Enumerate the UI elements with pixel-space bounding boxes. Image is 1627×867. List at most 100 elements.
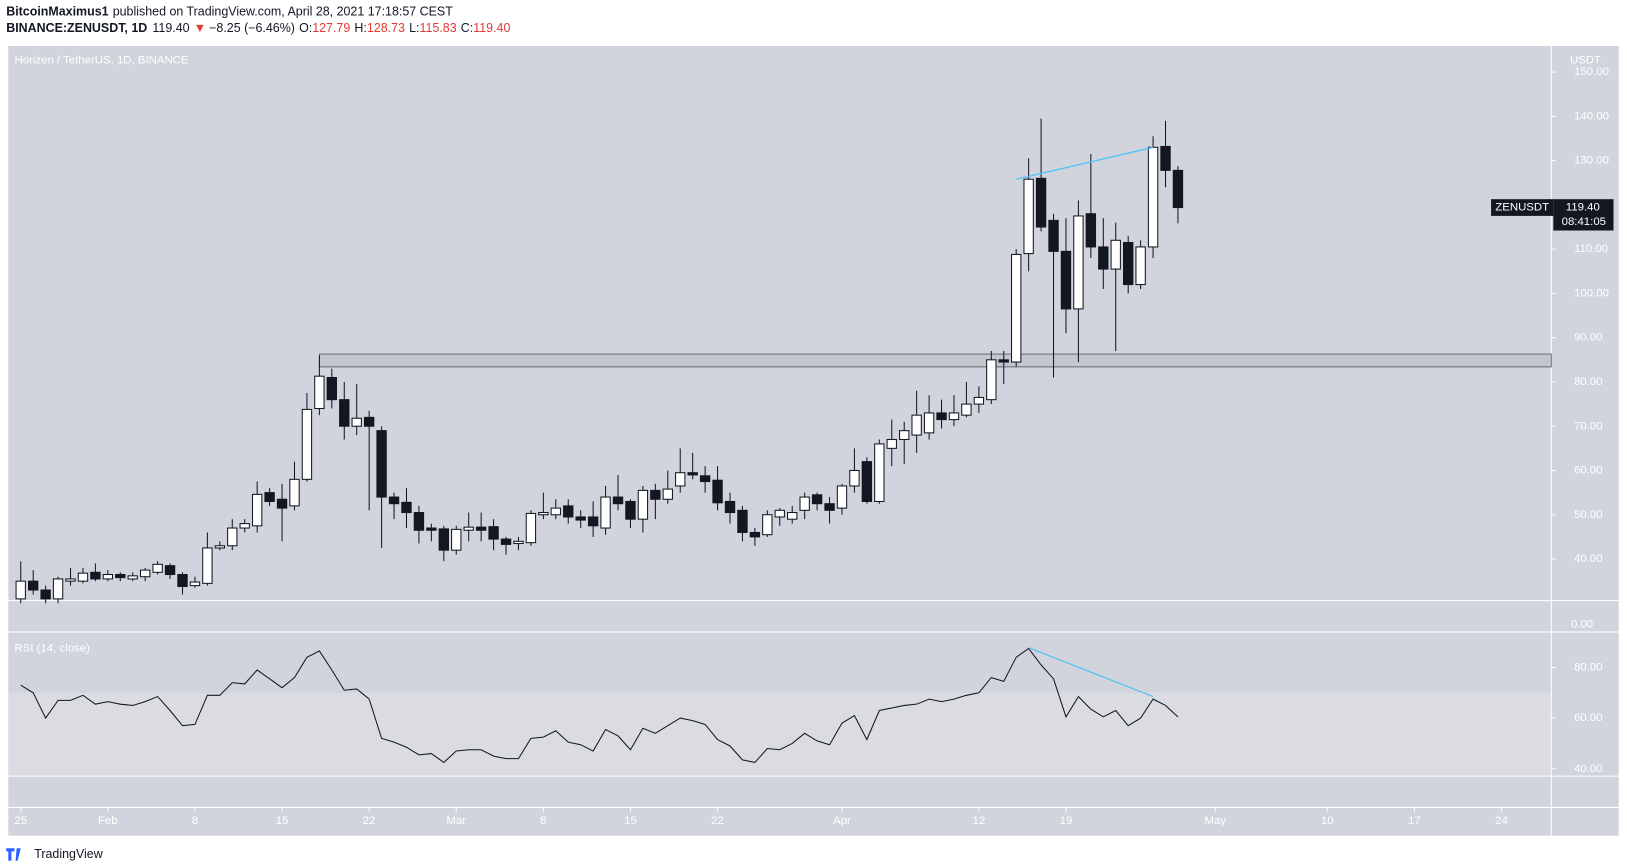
pane-title: Horizen / TetherUS, 1D, BINANCE	[15, 55, 189, 67]
change: −8.25 (−6.46%)	[209, 22, 295, 36]
candle-body	[637, 489, 649, 520]
candle-body	[227, 527, 238, 547]
logo-icon	[6, 848, 21, 861]
rsi-title: RSI (14, close)	[15, 643, 91, 655]
price-tag	[1491, 199, 1554, 216]
candle-body	[251, 493, 263, 527]
candle-body	[164, 565, 176, 576]
rsi-band	[8, 692, 1552, 777]
candle-body	[550, 507, 561, 516]
candle-body	[1122, 241, 1134, 286]
candle-body	[189, 581, 201, 587]
x-tick-label: 22	[363, 815, 376, 827]
candle-body	[339, 399, 350, 427]
candle-body	[612, 496, 624, 505]
candle-body	[737, 509, 748, 533]
candle-body	[1160, 145, 1171, 171]
candle-body	[202, 547, 213, 584]
candle-body	[65, 578, 76, 582]
candle-body	[90, 571, 101, 580]
price-tag-value: 119.40	[1566, 202, 1600, 214]
price-tag-countdown: 08:41:05	[1562, 216, 1606, 228]
c-value: 119.40	[473, 22, 510, 36]
candle-body	[276, 498, 288, 509]
y-tick-label: 40.00	[1574, 553, 1603, 565]
candle-body	[787, 512, 798, 520]
price-tag-box	[1553, 199, 1614, 231]
candle-body	[376, 430, 387, 498]
y-tick-label: 150.00	[1574, 66, 1609, 78]
y-tick-label: 50.00	[1574, 509, 1603, 521]
l-label: L:	[409, 22, 419, 36]
candle-body	[899, 430, 910, 441]
candle-body	[538, 512, 549, 516]
h-value: 128.73	[367, 22, 405, 36]
candle-body	[575, 516, 586, 521]
y-tick-label: 110.00	[1574, 243, 1608, 255]
candle-body	[923, 412, 935, 434]
footer: TradingView	[34, 847, 103, 861]
candle-body	[426, 527, 437, 531]
candle-body	[563, 505, 574, 518]
candle-body	[525, 512, 537, 544]
candle-body	[861, 461, 873, 502]
candle-body	[102, 573, 114, 580]
y-tick-label: 60.00	[1574, 464, 1603, 476]
x-tick-label: 8	[192, 815, 198, 827]
x-tick-label: 24	[1495, 815, 1508, 827]
y-tick-label: 140.00	[1574, 110, 1609, 122]
header-line: BitcoinMaximus1 published on TradingView.…	[6, 5, 453, 19]
y-tick-label: 100.00	[1574, 287, 1609, 299]
candle-body	[1060, 250, 1072, 310]
candle-body	[52, 578, 64, 600]
candle-body	[1135, 246, 1146, 286]
price-tag-symbol: ZENUSDT	[1495, 202, 1549, 214]
candle-body	[363, 416, 375, 427]
candle-body	[289, 478, 300, 507]
candle-body	[488, 526, 499, 540]
candle-body	[911, 414, 922, 436]
candle-body	[1110, 239, 1121, 270]
candle-body	[388, 496, 400, 505]
candle-body	[152, 563, 163, 573]
candle-body	[849, 469, 860, 487]
candle-body	[712, 479, 723, 504]
candle-body	[886, 438, 897, 449]
candle-body	[1172, 169, 1184, 209]
candle-body	[301, 408, 313, 480]
candle-body	[749, 531, 761, 538]
candle-body	[824, 503, 835, 511]
candle-body	[1147, 146, 1159, 248]
x-tick-label: May	[1205, 815, 1227, 827]
x-tick-label: 22	[711, 815, 724, 827]
h-label: H:	[354, 22, 366, 36]
candle-body	[139, 569, 151, 578]
candle-body	[811, 494, 823, 505]
candle-body	[264, 492, 275, 502]
candle-body	[40, 589, 51, 600]
candle-body	[1011, 253, 1022, 363]
candle-body	[27, 580, 39, 591]
candle-body	[1023, 178, 1034, 255]
candle-body	[413, 512, 425, 531]
symbol-line: BINANCE:ZENUSDT, 1D 119.40 ▼ −8.25 (−6.46%)…	[6, 22, 510, 36]
candle-body	[1035, 177, 1047, 228]
resistance-zone	[318, 353, 1552, 368]
pane-gap-label: 0.00	[1571, 619, 1593, 631]
candle-body	[961, 403, 972, 416]
y-unit: USDT	[1570, 55, 1601, 67]
x-tick-label: 10	[1321, 815, 1334, 827]
candle-body	[774, 509, 785, 518]
candle-body	[401, 501, 412, 514]
candle-body	[699, 475, 711, 483]
last: 119.40	[152, 22, 189, 36]
candle-body	[115, 573, 126, 579]
rsi-y-tick-label: 80.00	[1574, 661, 1603, 673]
candle-body	[513, 540, 524, 545]
candle-body	[986, 359, 997, 401]
candle-body	[500, 538, 512, 545]
trendline	[1016, 146, 1154, 180]
c-label: C:	[461, 22, 473, 36]
candle-body	[836, 485, 848, 509]
